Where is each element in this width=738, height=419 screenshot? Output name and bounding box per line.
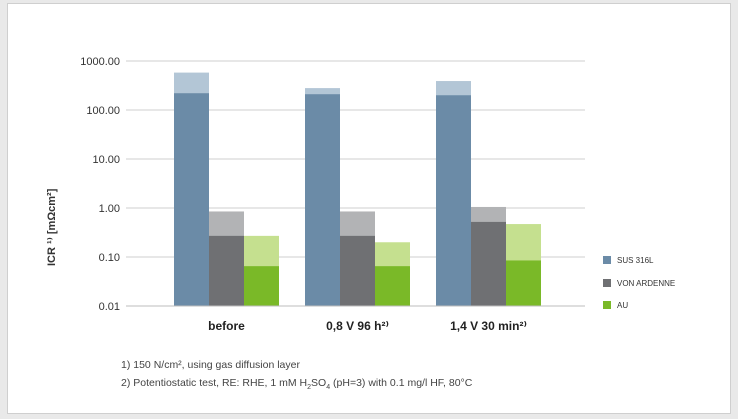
footnote-2: 2) Potentiostatic test, RE: RHE, 1 mM H2… bbox=[121, 377, 472, 391]
category-label: 1,4 V 30 min²⁾ bbox=[450, 319, 527, 333]
legend-label: AU bbox=[617, 301, 628, 310]
y-axis-label: ICR ¹⁾ [mΩcm²] bbox=[46, 188, 58, 266]
legend-swatch bbox=[603, 301, 611, 309]
bar-au bbox=[506, 260, 541, 306]
y-tick-label: 1.00 bbox=[99, 203, 120, 215]
legend-label: VON ARDENNE bbox=[617, 279, 675, 288]
footnote-1: 1) 150 N/cm², using gas diffusion layer bbox=[121, 359, 300, 371]
footnote-2-sub-1: 2 bbox=[307, 384, 312, 392]
y-tick-label: 0.01 bbox=[99, 301, 120, 313]
icr-bar-chart: 1000.00 100.00 10.00 1.00 0.10 0.01 before 0,8… bbox=[46, 56, 675, 333]
footnote-2-prefix: 2) Potentiostatic test, RE: RHE, 1 mM H bbox=[121, 377, 308, 389]
y-tick-label: 0.10 bbox=[99, 252, 120, 264]
legend-swatch bbox=[603, 256, 611, 264]
footnote-2-sub-2: 4 bbox=[326, 384, 331, 392]
category-labels: before 0,8 V 96 h²⁾ 1,4 V 30 min²⁾ bbox=[208, 319, 527, 333]
legend-label: SUS 316L bbox=[617, 256, 654, 265]
bars bbox=[126, 72, 585, 307]
category-label: before bbox=[208, 319, 245, 333]
category-label: 0,8 V 96 h²⁾ bbox=[326, 319, 389, 333]
bar-sus-316l bbox=[305, 94, 340, 306]
bar-sus-316l bbox=[174, 93, 209, 307]
bar-von-ardenne bbox=[340, 235, 375, 306]
footnote-2-mid: SO bbox=[311, 377, 327, 389]
y-tick-label: 10.00 bbox=[92, 154, 120, 166]
bar-von-ardenne bbox=[471, 221, 506, 306]
legend: SUS 316L VON ARDENNE AU bbox=[603, 256, 675, 310]
chart-frame: 1000.00 100.00 10.00 1.00 0.10 0.01 before 0,8… bbox=[7, 3, 731, 414]
bar-von-ardenne bbox=[209, 235, 244, 306]
y-tick-label: 1000.00 bbox=[80, 56, 120, 68]
bar-sus-316l bbox=[436, 95, 471, 306]
y-axis-ticks: 1000.00 100.00 10.00 1.00 0.10 0.01 bbox=[80, 56, 120, 313]
legend-swatch bbox=[603, 279, 611, 287]
footnote-2-suffix: (pH=3) with 0.1 mg/l HF, 80°C bbox=[330, 377, 473, 389]
bar-au bbox=[244, 266, 279, 306]
y-tick-label: 100.00 bbox=[86, 105, 120, 117]
bar-au bbox=[375, 266, 410, 306]
